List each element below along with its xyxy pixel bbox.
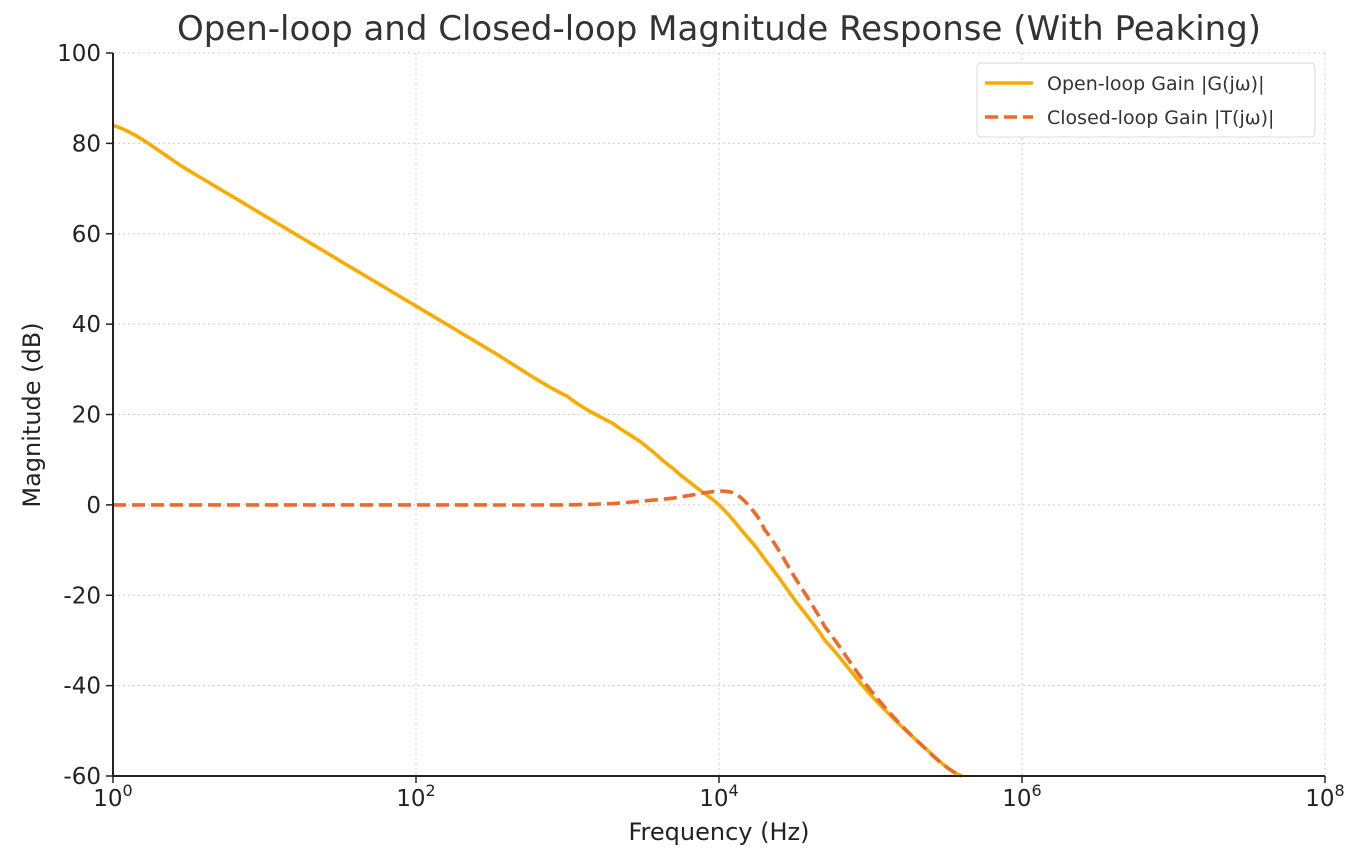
legend-entry-label: Closed-loop Gain |T(jω)| <box>1047 107 1274 129</box>
y-tick-label: -60 <box>63 764 101 790</box>
legend-box <box>976 62 1316 138</box>
series-lines <box>112 123 963 778</box>
x-tick-label: 100 <box>93 781 132 812</box>
y-tick-label: -40 <box>63 674 101 700</box>
y-tick-label: 0 <box>86 493 101 519</box>
y-tick-label: 80 <box>72 131 101 157</box>
legend: Open-loop Gain |G(jω)| Closed-loop Gain |… <box>976 62 1316 138</box>
legend-entry-label: Open-loop Gain |G(jω)| <box>1047 73 1265 95</box>
x-axis-ticks: 100 102 104 106 108 <box>93 776 1345 812</box>
y-axis-ticks: 100 80 60 40 20 0 -20 -40 -60 <box>57 41 113 790</box>
y-tick-label: 60 <box>72 222 101 248</box>
y-tick-label: -20 <box>63 583 101 609</box>
x-tick-label: 102 <box>396 781 435 812</box>
x-tick-label: 104 <box>699 781 738 812</box>
grid-lines <box>112 52 1326 777</box>
closed-loop-gain-line <box>113 489 963 778</box>
y-tick-label: 20 <box>72 403 101 429</box>
open-loop-gain-line <box>112 123 963 778</box>
y-axis-label: Magnitude (dB) <box>18 322 46 507</box>
x-axis-label: Frequency (Hz) <box>629 818 810 846</box>
chart-title: Open-loop and Closed-loop Magnitude Resp… <box>177 9 1261 49</box>
x-tick-label: 108 <box>1305 781 1344 812</box>
y-tick-label: 40 <box>72 312 101 338</box>
x-tick-label: 106 <box>1002 781 1041 812</box>
y-tick-label: 100 <box>57 41 101 67</box>
